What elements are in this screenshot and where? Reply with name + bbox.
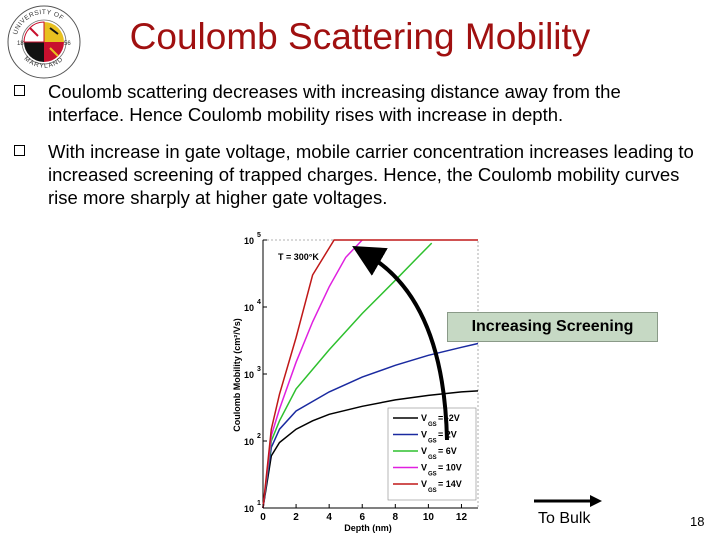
y-tick-exponent: 1 [257,500,261,507]
y-tick-exponent: 2 [257,433,261,440]
series-line-3 [262,239,363,509]
slide-title: Coulomb Scattering Mobility [129,16,591,57]
legend-label-subscript: GS [428,488,437,494]
chart-series-group [262,239,479,509]
legend-label-subscript: GS [428,455,437,461]
series-line-4 [262,239,478,509]
university-seal-logo: 18 56 UNIVERSITY OF MARYLAND [7,5,81,79]
to-bulk-arrow [534,495,602,507]
legend-label-v: V [421,446,427,456]
temperature-label: T = 300°K [278,252,319,262]
x-tick-label: 0 [260,512,266,523]
y-tick-label: 10 [244,303,254,313]
legend-label-v: V [421,430,427,440]
bullet-text: Coulomb scattering decreases with increa… [48,81,621,125]
bullet-text: With increase in gate voltage, mobile ca… [48,141,694,208]
x-axis-label: Depth (nm) [344,523,392,533]
y-tick-exponent: 5 [257,232,261,239]
checkbox-bullet-icon [14,145,25,156]
legend-label-value: = 14V [438,479,462,489]
page-number: 18 [690,514,705,529]
svg-text:56: 56 [64,41,71,47]
x-tick-label: 2 [293,512,299,523]
x-tick-label: 8 [393,512,399,523]
y-tick-label: 10 [244,437,254,447]
legend-label-value: = 10V [438,463,462,473]
x-tick-label: 4 [326,512,332,523]
legend-label-v: V [421,463,427,473]
legend-label-value: = 6V [438,446,457,456]
increasing-screening-label: Increasing Screening [447,312,658,342]
x-tick-label: 12 [456,512,468,523]
series-line-0 [262,390,479,509]
y-tick-label: 10 [244,370,254,380]
legend-label-subscript: GS [428,472,437,478]
series-line-2 [262,242,433,509]
legend-label-v: V [421,479,427,489]
y-tick-exponent: 4 [257,299,261,306]
to-bulk-label: To Bulk [538,510,591,527]
x-tick-label: 6 [359,512,365,523]
y-tick-exponent: 3 [257,366,261,373]
svg-text:18: 18 [17,41,24,47]
checkbox-bullet-icon [14,85,25,96]
legend-label-value: = -2V [438,413,460,423]
legend-label-subscript: GS [428,422,437,428]
increasing-screening-arrow [352,246,449,441]
y-tick-label: 10 [244,504,254,514]
legend-label-v: V [421,413,427,423]
y-axis-label: Coulomb Mobility (cm²/Vs) [232,318,242,432]
y-tick-label: 10 [244,236,254,246]
x-tick-label: 10 [423,512,435,523]
legend-label-subscript: GS [428,439,437,445]
series-line-1 [262,342,479,509]
